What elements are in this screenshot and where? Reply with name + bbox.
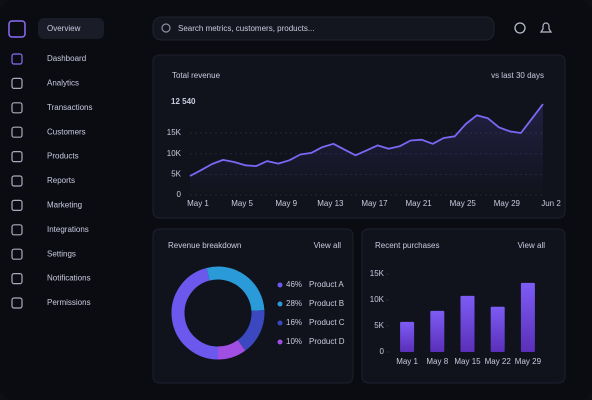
y-tick-label: 0 bbox=[177, 190, 182, 199]
x-tick-label: May 13 bbox=[317, 199, 344, 208]
nav-item[interactable]: Customers bbox=[47, 127, 86, 136]
x-tick-label: May 8 bbox=[426, 357, 448, 366]
donut-segment bbox=[206, 266, 265, 312]
legend-dot bbox=[277, 320, 283, 326]
bell-icon[interactable] bbox=[539, 22, 553, 33]
nav-item[interactable]: Settings bbox=[47, 249, 76, 258]
settings-icon[interactable] bbox=[514, 22, 526, 34]
legend-dot bbox=[277, 282, 283, 288]
active-item[interactable] bbox=[38, 18, 104, 39]
x-tick-label: May 9 bbox=[275, 199, 297, 208]
x-tick-label: May 22 bbox=[485, 357, 512, 366]
nav-icon[interactable] bbox=[11, 77, 23, 90]
bar bbox=[400, 321, 415, 352]
search-box[interactable] bbox=[152, 16, 495, 41]
bar bbox=[520, 282, 535, 352]
card-title: Total revenue bbox=[172, 71, 221, 80]
search-placeholder[interactable]: Search metrics, customers, products... bbox=[178, 24, 315, 33]
legend-dot bbox=[277, 339, 283, 345]
y-tick-label: 5K bbox=[171, 169, 181, 178]
x-tick-label: May 29 bbox=[494, 199, 521, 208]
nav-item[interactable]: Analytics bbox=[47, 79, 79, 88]
nav-icon[interactable] bbox=[11, 151, 23, 163]
x-tick-label: May 15 bbox=[454, 357, 481, 366]
total: 12 540 bbox=[171, 97, 196, 106]
legend-value: 16% bbox=[286, 318, 302, 327]
x-tick-label: May 1 bbox=[187, 199, 209, 208]
legend-label: Product A bbox=[309, 280, 344, 289]
nav-item[interactable]: Dashboard bbox=[47, 54, 86, 63]
y-tick-label: 15K bbox=[167, 128, 182, 137]
nav-item[interactable]: Permissions bbox=[47, 298, 91, 307]
period[interactable]: vs last 30 days bbox=[491, 71, 544, 80]
nav-icon[interactable] bbox=[11, 53, 23, 65]
x-tick-label: May 5 bbox=[231, 199, 253, 208]
nav-icon[interactable] bbox=[11, 224, 23, 236]
card-title: Recent purchases bbox=[375, 241, 439, 250]
bar bbox=[460, 295, 475, 352]
x-tick-label: Jun 2 bbox=[541, 199, 561, 208]
y-tick-label: 5K bbox=[374, 321, 384, 330]
nav-icon[interactable] bbox=[11, 102, 23, 114]
nav-item[interactable]: Notifications bbox=[47, 274, 91, 283]
nav-icon[interactable] bbox=[11, 297, 23, 309]
x-tick-label: May 29 bbox=[515, 357, 542, 366]
x-tick-label: May 21 bbox=[406, 199, 433, 208]
nav-icon[interactable] bbox=[11, 199, 23, 211]
active-label[interactable]: Overview bbox=[47, 24, 81, 33]
nav-item[interactable]: Products bbox=[47, 152, 79, 161]
x-tick-label: May 1 bbox=[396, 357, 418, 366]
nav-icon[interactable] bbox=[11, 175, 23, 187]
y-tick-label: 10K bbox=[370, 295, 385, 304]
y-tick-label: 15K bbox=[370, 269, 385, 278]
nav-item[interactable]: Reports bbox=[47, 176, 75, 185]
x-tick-label: May 17 bbox=[361, 199, 388, 208]
area bbox=[190, 104, 543, 195]
legend-label: Product C bbox=[309, 318, 345, 327]
nav-item[interactable]: Transactions bbox=[47, 103, 93, 112]
bar bbox=[430, 310, 445, 352]
y-tick-label: 0 bbox=[380, 347, 385, 356]
legend-value: 46% bbox=[286, 280, 302, 289]
y-tick-label: 10K bbox=[167, 149, 182, 158]
donut-segment bbox=[171, 267, 219, 360]
legend-value: 28% bbox=[286, 299, 302, 308]
logo bbox=[8, 20, 26, 38]
view-all[interactable]: View all bbox=[518, 241, 546, 250]
card-title: Revenue breakdown bbox=[168, 241, 241, 250]
bar bbox=[490, 306, 505, 352]
legend-dot bbox=[277, 301, 283, 307]
legend-label: Product B bbox=[309, 299, 344, 308]
donut-segment bbox=[217, 339, 246, 360]
nav-icon[interactable] bbox=[11, 248, 23, 260]
legend-label: Product D bbox=[309, 337, 345, 346]
x-tick-label: May 25 bbox=[450, 199, 477, 208]
legend-value: 10% bbox=[286, 337, 302, 346]
nav-icon[interactable] bbox=[11, 126, 23, 138]
line bbox=[189, 103, 544, 177]
nav-icon[interactable] bbox=[11, 273, 23, 285]
nav-item[interactable]: Marketing bbox=[47, 201, 82, 210]
view-all[interactable]: View all bbox=[314, 241, 342, 250]
search-icon bbox=[161, 23, 171, 33]
nav-item[interactable]: Integrations bbox=[47, 225, 89, 234]
donut-segment bbox=[237, 310, 265, 351]
